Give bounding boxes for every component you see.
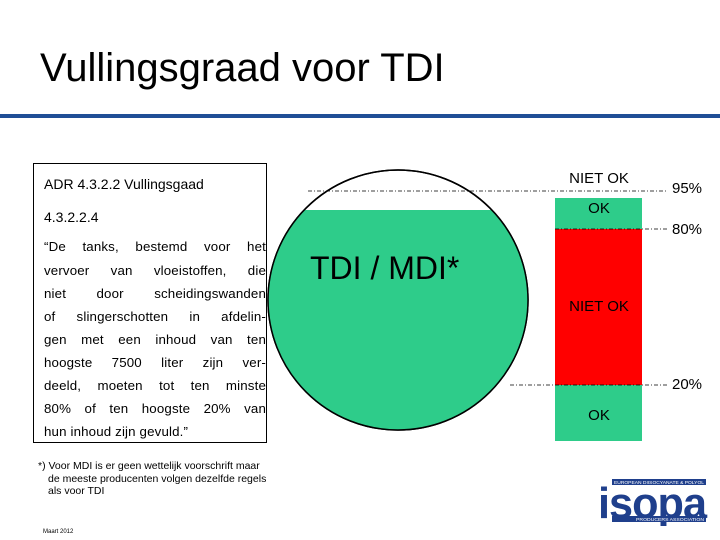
status-below-20: OK bbox=[588, 407, 610, 424]
page-title: Vullingsgraad voor TDI bbox=[40, 46, 445, 90]
footnote-line: *) Voor MDI is er geen wettelijk voorsch… bbox=[38, 460, 260, 472]
adr-quote-line: hun inhoud zijn gevuld.” bbox=[44, 424, 189, 439]
level-label-95: 95% bbox=[672, 180, 703, 197]
isopa-logo: isopa EUROPEAN DIISOCYANATE & POLYOL PRO… bbox=[596, 472, 708, 526]
level-label-20: 20% bbox=[672, 376, 703, 393]
adr-subsection: 4.3.2.2.4 bbox=[44, 209, 99, 225]
footnote: *) Voor MDI is er geen wettelijk voorsch… bbox=[38, 460, 266, 498]
bar-ok-top bbox=[555, 198, 642, 229]
status-80-95: OK bbox=[588, 200, 610, 217]
bar-niet-ok-middle bbox=[555, 229, 642, 385]
logo-top-text: EUROPEAN DIISOCYANATE & POLYOL bbox=[614, 480, 705, 485]
tank-label: TDI / MDI* bbox=[310, 250, 460, 286]
status-above-95: NIET OK bbox=[569, 170, 629, 187]
logo-bottom-text: PRODUCERS ASSOCIATION bbox=[636, 517, 704, 522]
title-divider bbox=[0, 114, 720, 118]
adr-quote-line: niet door scheidingswanden bbox=[44, 286, 266, 301]
bar-ok-bottom bbox=[555, 385, 642, 441]
status-20-80: NIET OK bbox=[569, 298, 629, 315]
adr-reference: ADR 4.3.2.2 Vullingsgaad bbox=[44, 176, 204, 192]
adr-text-box: ADR 4.3.2.2 Vullingsgaad 4.3.2.2.4 “De t… bbox=[33, 163, 267, 443]
adr-quote-line: hoogste 7500 liter zijn ver- bbox=[44, 355, 266, 370]
adr-quote-line: gen met een inhoud van ten bbox=[44, 332, 266, 347]
footnote-line: de meeste producenten volgen dezelfde re… bbox=[48, 472, 267, 485]
adr-quote-line: 80% of ten hoogste 20% van bbox=[44, 401, 266, 416]
adr-quote-line: of slingerschotten in afdelin- bbox=[44, 309, 266, 324]
adr-quote-line: vervoer van vloeistoffen, die bbox=[44, 263, 266, 278]
level-label-80: 80% bbox=[672, 221, 703, 238]
date-label: Maart 2012 bbox=[43, 529, 74, 535]
footnote-line: als voor TDI bbox=[48, 485, 105, 497]
tank-liquid bbox=[268, 210, 528, 430]
adr-quote-line: deeld, moeten tot ten minste bbox=[44, 378, 266, 393]
adr-quote-line: “De tanks, bestemd voor het bbox=[44, 239, 266, 254]
